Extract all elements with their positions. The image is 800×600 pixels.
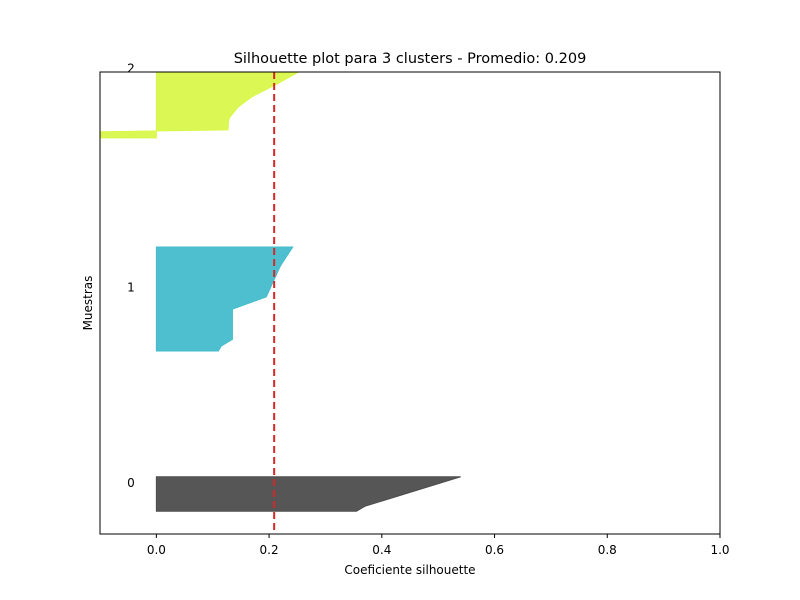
cluster-labels: 0 1 2 [127,61,135,490]
cluster-layer [100,72,461,512]
cluster-2-area [100,72,300,139]
x-tick-label: 0.6 [485,543,504,557]
x-tick-label: 1.0 [710,543,729,557]
x-tick-label: 0.0 [147,543,166,557]
cluster-1-label: 1 [127,281,135,295]
x-tick-label: 0.2 [260,543,279,557]
x-axis-ticks: 0.0 0.2 0.4 0.6 0.8 1.0 [147,534,730,557]
x-axis-label: Coeficiente silhouette [344,563,475,577]
x-tick-label: 0.4 [372,543,391,557]
plot-frame [99,71,721,535]
y-axis-label: Muestras [81,276,95,331]
cluster-0-area [155,476,461,512]
chart-title: Silhouette plot para 3 clusters - Promed… [234,51,587,67]
cluster-1-area [155,246,294,352]
cluster-2-label: 2 [127,61,135,75]
plot-area [100,72,461,534]
cluster-0-label: 0 [127,476,135,490]
x-tick-label: 0.8 [598,543,617,557]
